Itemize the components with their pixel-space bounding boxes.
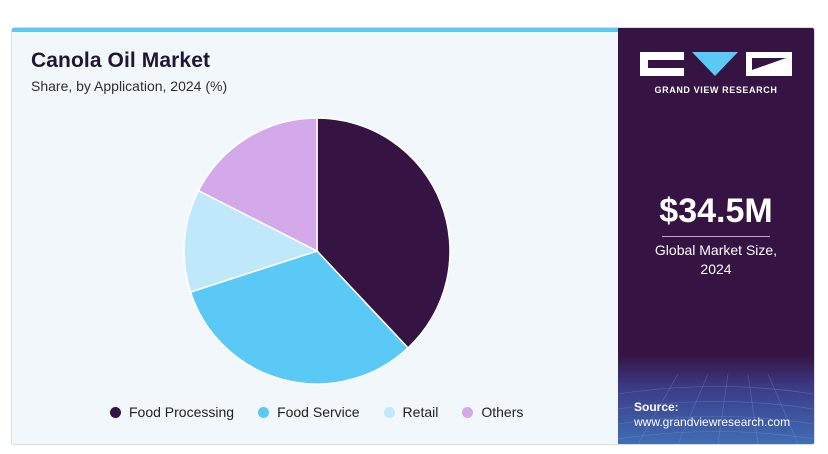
chart-title: Canola Oil Market bbox=[31, 49, 211, 72]
pie-slice-food-processing bbox=[316, 117, 451, 350]
chart-subtitle: Share, by Application, 2024 (%) bbox=[31, 78, 228, 94]
value-divider bbox=[662, 236, 770, 237]
source-url[interactable]: www.grandviewresearch.com bbox=[634, 415, 791, 429]
market-size-value: $34.5M bbox=[659, 192, 773, 230]
grand-view-research-logo bbox=[640, 52, 792, 76]
legend-swatch bbox=[462, 406, 474, 418]
source-label: Source: bbox=[634, 400, 679, 414]
legend-swatch bbox=[110, 406, 121, 418]
market-size-caption: Global Market Size, 2024 bbox=[618, 241, 814, 279]
chart-panel: Canola Oil Market Share, by Application,… bbox=[12, 28, 618, 444]
decorative-grid bbox=[618, 373, 814, 444]
legend-item-retail: Retail bbox=[383, 404, 439, 420]
legend-swatch bbox=[383, 406, 395, 418]
legend-label: Retail bbox=[402, 404, 439, 420]
legend-label: Food Processing bbox=[129, 404, 235, 420]
accent-bar bbox=[12, 28, 618, 32]
pie-chart bbox=[183, 117, 451, 385]
source-note: Source: www.grandviewresearch.com bbox=[634, 400, 790, 430]
decorative-gradient bbox=[618, 354, 814, 444]
caption-line-2: 2024 bbox=[700, 261, 732, 277]
summary-panel: GRAND VIEW RESEARCH $34.5M Global Market… bbox=[618, 28, 814, 444]
pie-slice-retail bbox=[183, 189, 319, 294]
legend-item-food-processing: Food Processing bbox=[110, 404, 234, 420]
caption-line-1: Global Market Size, bbox=[654, 242, 778, 258]
brand-name: GRAND VIEW RESEARCH bbox=[654, 85, 778, 95]
legend-item-others: Others bbox=[462, 404, 523, 420]
pie-slice-others bbox=[197, 117, 318, 253]
legend-label: Food Service bbox=[277, 404, 360, 420]
legend-swatch bbox=[258, 406, 270, 418]
legend-label: Others bbox=[481, 404, 524, 420]
legend-item-food-service: Food Service bbox=[258, 404, 360, 420]
pie-slice-food-service bbox=[189, 250, 410, 385]
chart-legend: Food Processing Food Service Retail Others bbox=[110, 404, 547, 420]
chart-card: Canola Oil Market Share, by Application,… bbox=[11, 27, 815, 445]
